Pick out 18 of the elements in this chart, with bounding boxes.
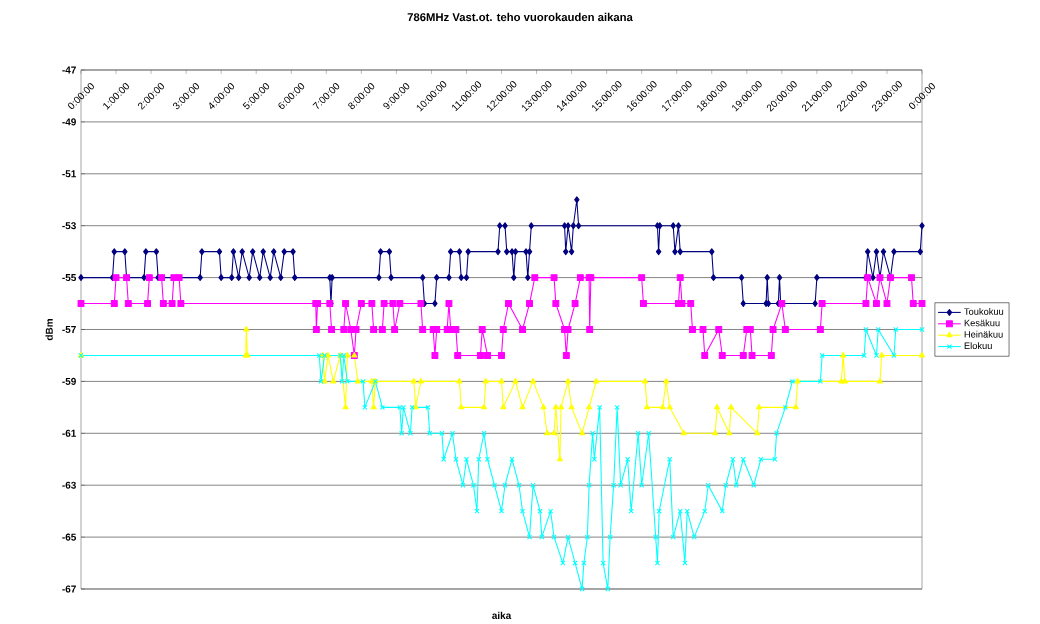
y-tick-label: -61 — [62, 429, 77, 437]
x-axis-title: aika — [492, 611, 512, 620]
legend-label: Toukokuu — [964, 308, 1004, 315]
y-tick-label: -53 — [62, 222, 76, 230]
y-tick-label: -65 — [62, 533, 77, 541]
legend-label: Heinäkuu — [964, 330, 1003, 338]
y-tick-label: -67 — [62, 585, 76, 593]
y-tick-label: -51 — [62, 170, 77, 178]
y-tick-label: -63 — [62, 481, 76, 489]
y-tick-label: -57 — [62, 326, 76, 333]
y-tick-label: -49 — [62, 118, 76, 126]
legend-label: Elokuu — [964, 342, 992, 350]
chart-title: 786MHz Vast.ot. teho vuorokauden aikana — [407, 12, 633, 22]
y-axis-title: dBm — [45, 319, 53, 341]
y-tick-label: -59 — [62, 377, 76, 385]
legend-label: Kesäkuu — [964, 319, 1000, 327]
y-tick-label: -55 — [62, 274, 77, 282]
y-tick-label: -47 — [62, 66, 76, 74]
